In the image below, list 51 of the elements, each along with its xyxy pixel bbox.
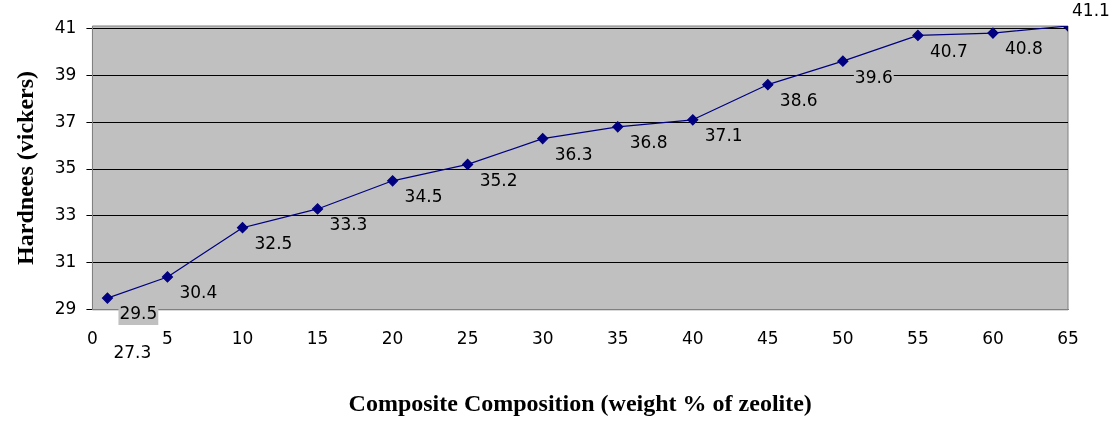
data-label: 37.1 xyxy=(704,125,743,146)
point xyxy=(311,203,324,215)
x-tick-label: 45 xyxy=(757,328,779,349)
y-tick-label: 29 xyxy=(54,298,77,319)
text: 27.3 xyxy=(113,342,152,363)
data-label: 36.8 xyxy=(629,132,668,153)
data-label: 40.7 xyxy=(929,40,968,61)
y-tick-label: 33 xyxy=(54,204,77,225)
x-tick-label: 40 xyxy=(681,328,704,349)
x-tick-label: 35 xyxy=(606,328,629,349)
y-tick-label: 41 xyxy=(54,16,77,37)
x-tick-label: 25 xyxy=(456,328,479,349)
point xyxy=(101,292,114,304)
data-label: 32.5 xyxy=(254,233,293,254)
x-tick-label: 5 xyxy=(162,328,173,349)
y-tick-label: 31 xyxy=(54,251,77,272)
x-tick-label: 50 xyxy=(832,328,854,349)
x-tick-label: 60 xyxy=(982,328,1004,349)
point xyxy=(462,158,474,170)
data-label: 38.6 xyxy=(779,90,818,111)
point xyxy=(837,55,849,67)
x-tick-label: 65 xyxy=(1057,328,1079,349)
point xyxy=(387,175,399,187)
x-tick-label: 55 xyxy=(907,328,929,349)
point xyxy=(762,79,774,91)
data-label: 41.1 xyxy=(1072,0,1110,21)
data-label: 33.3 xyxy=(329,214,368,235)
x-tick-label: 0 xyxy=(87,328,98,349)
x-tick-label: 20 xyxy=(381,328,404,349)
data-label: 30.4 xyxy=(179,282,218,303)
x-axis-title: Composite Composition (weight % of zeolite) xyxy=(348,389,812,416)
y-tick-label: 35 xyxy=(54,157,77,178)
point xyxy=(236,222,249,234)
data-label: 34.5 xyxy=(404,186,443,207)
data-label: 29.5 xyxy=(119,303,158,324)
point xyxy=(161,271,174,283)
point xyxy=(612,121,624,133)
data-label: 35.2 xyxy=(479,169,518,190)
point xyxy=(537,132,549,145)
point xyxy=(987,27,999,39)
data-label: 36.3 xyxy=(554,144,593,164)
x-tick-label: 10 xyxy=(231,328,254,349)
y-tick-label: 37 xyxy=(54,110,77,131)
data-label: 40.8 xyxy=(1004,38,1043,59)
x-tick-label: 30 xyxy=(531,328,554,349)
x-tick-label: 15 xyxy=(306,328,329,349)
data-label: 39.6 xyxy=(854,66,893,87)
y-axis-title: Hardnees (vickers) xyxy=(11,70,38,265)
y-tick-label: 39 xyxy=(54,63,77,84)
point xyxy=(687,114,699,126)
point xyxy=(912,29,924,41)
